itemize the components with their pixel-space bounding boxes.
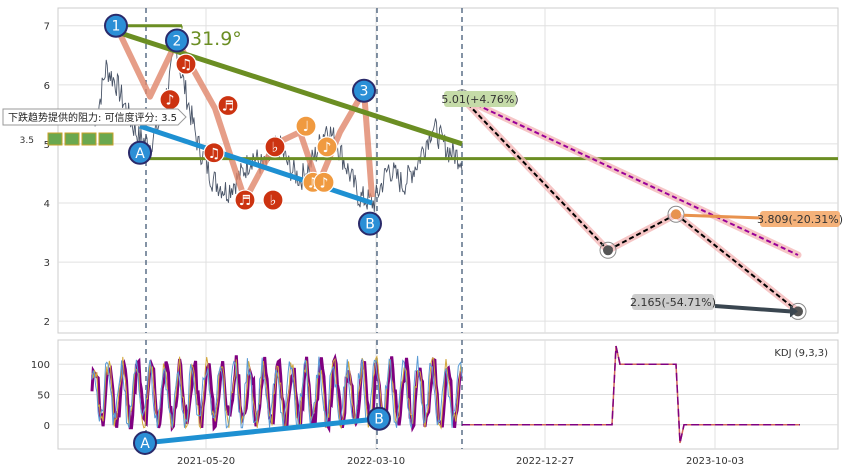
projection-point-ring xyxy=(599,241,617,259)
note-marker xyxy=(295,115,317,137)
price-pivot xyxy=(352,78,376,103)
indicator-y-tick-label: 100 xyxy=(31,360,50,371)
projection-dash-magenta xyxy=(461,96,799,256)
price-pivot xyxy=(104,13,128,38)
price-pivot-label: A xyxy=(135,146,145,162)
indicator-pivot-label: B xyxy=(374,412,384,428)
tooltip-star xyxy=(81,132,97,146)
note-marker-glyph: ♬ xyxy=(239,193,252,209)
projection-dash-black xyxy=(675,213,799,313)
angle-label: 31.9° xyxy=(190,28,242,50)
price-pivot-label: 3 xyxy=(360,84,369,100)
price-pivot xyxy=(358,211,382,236)
note-marker-glyph: ♪ xyxy=(166,93,175,109)
note-marker xyxy=(262,189,284,211)
x-tick-label: 2021-05-20 xyxy=(177,456,235,467)
tooltip-score: 3.5 xyxy=(20,136,34,146)
annotation-box-low xyxy=(632,294,714,310)
projection-point xyxy=(603,245,613,256)
projection-dash-black xyxy=(461,97,609,251)
x-tick-label: 2022-12-27 xyxy=(516,456,574,467)
note-marker-glyph: ♫ xyxy=(180,57,193,73)
tooltip-star xyxy=(64,132,80,146)
indicator-legend: KDJ (9,3,3) xyxy=(774,348,828,359)
note-marker-glyph: ♭ xyxy=(270,193,277,209)
annotation-arrow-low xyxy=(714,304,791,314)
annotation-text-up: 5.01(+4.76%) xyxy=(441,93,518,106)
annotation-arrowhead-low xyxy=(790,305,798,318)
price-pivot-label: 1 xyxy=(112,19,121,35)
price-y-tick-label: 6 xyxy=(44,81,50,92)
note-marker xyxy=(234,189,256,211)
note-marker-glyph: ♩ xyxy=(303,119,310,135)
indicator-pivot xyxy=(133,430,157,455)
annotation-text-low: 2.165(-54.71%) xyxy=(630,296,716,309)
projection-point-ring xyxy=(667,205,685,223)
price-y-tick-label: 4 xyxy=(44,199,50,210)
kdj-j-line xyxy=(91,355,463,429)
tooltip-star xyxy=(98,132,114,146)
x-tick-label: 2023-10-03 xyxy=(686,456,744,467)
indicator-pivot-label: A xyxy=(140,436,150,452)
projection-dash-black xyxy=(607,213,677,252)
note-marker xyxy=(316,136,338,158)
note-marker-glyph: ♭ xyxy=(272,140,279,156)
note-marker xyxy=(217,94,239,117)
support-line xyxy=(139,123,373,206)
indicator-trendline xyxy=(144,416,380,446)
note-marker-glyph: ♫ xyxy=(208,146,221,162)
price-y-tick-label: 2 xyxy=(44,317,50,328)
tooltip-star xyxy=(47,132,63,146)
price-pivot xyxy=(165,28,189,53)
price-pivot-label: B xyxy=(365,217,375,233)
annotation-text-mid: 3.809(-20.31%) xyxy=(757,213,843,226)
note-marker-glyph: ♪ xyxy=(320,175,329,191)
indicator-y-tick-label: 50 xyxy=(37,391,50,402)
x-tick-label: 2022-03-10 xyxy=(347,456,405,467)
note-marker xyxy=(264,136,286,158)
annotation-box-up xyxy=(444,91,516,107)
note-marker xyxy=(313,171,335,193)
price-y-tick-label: 7 xyxy=(44,22,50,33)
tooltip-text: 下跌趋势提供的阻力: 可信度评分: 3.5 xyxy=(8,111,177,124)
note-marker xyxy=(175,53,197,75)
annotation-box-mid xyxy=(760,211,840,227)
price-y-tick-label: 5 xyxy=(44,140,50,151)
indicator-pivot xyxy=(367,406,391,431)
annotation-arrow-mid xyxy=(683,213,763,220)
note-marker xyxy=(203,142,225,164)
indicator-y-tick-label: 0 xyxy=(44,421,50,432)
price-y-tick-label: 3 xyxy=(44,258,50,269)
projection-point xyxy=(671,209,681,220)
note-marker-glyph: ♬ xyxy=(222,99,235,115)
price-pivot xyxy=(128,140,152,165)
price-panel xyxy=(57,7,839,334)
tooltip-box xyxy=(2,108,187,126)
kdj-projection-dash xyxy=(462,345,800,444)
price-pivot-label: 2 xyxy=(173,34,182,50)
note-marker-glyph: ♪ xyxy=(323,140,332,156)
